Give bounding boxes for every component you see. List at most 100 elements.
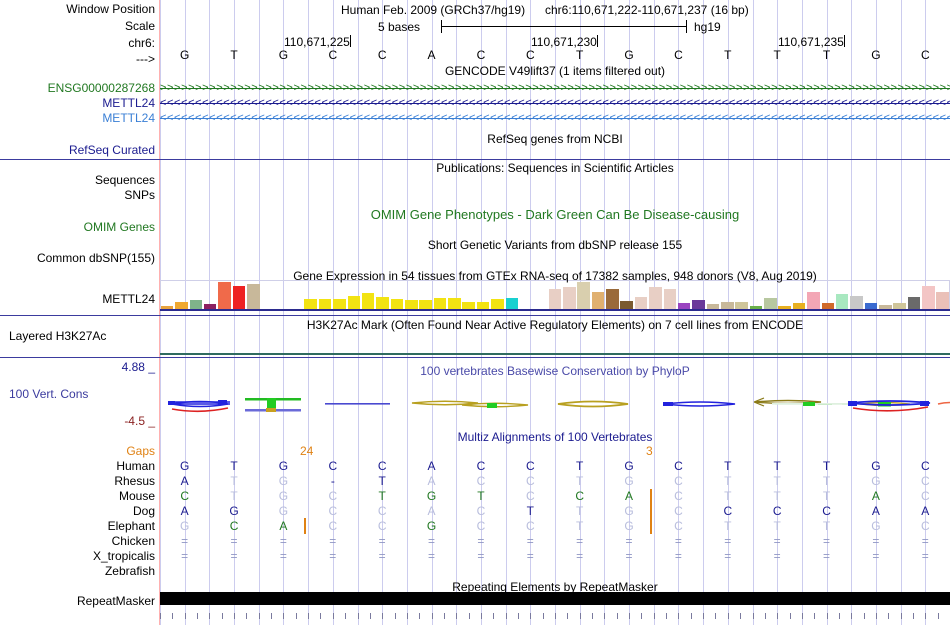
gtex-tissue-bar[interactable] <box>692 299 705 309</box>
publications-snps-label[interactable]: SNPs <box>124 188 155 202</box>
conservation-label[interactable]: 100 Vert. Cons <box>9 387 89 401</box>
gtex-tissue-bar[interactable] <box>649 287 662 309</box>
gtex-tissue-bar[interactable] <box>232 286 246 309</box>
gencode-transcript-row-2[interactable]: <<<<<<<<<<<<<<<<<<<<<<<<<<<<<<<<<<<<<<<<… <box>160 113 950 124</box>
gtex-tissue-bar[interactable] <box>347 295 361 309</box>
common-dbsnp-label[interactable]: Common dbSNP(155) <box>36 251 155 265</box>
multiz-base: = <box>625 534 633 548</box>
species-label-mouse[interactable]: Mouse <box>118 489 155 503</box>
bottom-tick <box>912 613 914 619</box>
gtex-tissue-bar[interactable] <box>922 286 935 309</box>
multiz-base: A <box>279 519 288 533</box>
gtex-tissue-bar[interactable] <box>764 297 777 309</box>
gtex-tissue-bar[interactable] <box>706 303 720 309</box>
refseq-curated-label[interactable]: RefSeq Curated <box>68 143 155 157</box>
species-label-zebrafish[interactable]: Zebrafish <box>104 564 155 578</box>
gencode-transcript-row-1[interactable]: <<<<<<<<<<<<<<<<<<<<<<<<<<<<<<<<<<<<<<<<… <box>160 98 950 109</box>
species-label-chicken[interactable]: Chicken <box>111 534 155 548</box>
species-label-x-tropicalis[interactable]: X_tropicalis <box>92 549 155 563</box>
gtex-tissue-bar[interactable] <box>476 301 490 309</box>
multiz-base: C <box>723 504 733 518</box>
gtex-metll24-label[interactable]: METTL24 <box>102 292 155 306</box>
bottom-tick <box>740 613 742 619</box>
gtex-tissue-bar[interactable] <box>878 304 892 309</box>
omim-genes-label[interactable]: OMIM Genes <box>83 220 155 234</box>
gtex-tissue-bar[interactable] <box>160 305 174 309</box>
multiz-row-chicken[interactable]: = = = = = = = = = = = = = = = = <box>160 534 950 549</box>
gaps-label[interactable]: Gaps <box>126 444 155 458</box>
gtex-tissue-bar[interactable] <box>203 303 217 309</box>
gtex-tissue-bar[interactable] <box>433 297 447 309</box>
gtex-tissue-bar[interactable] <box>390 298 404 309</box>
bottom-tick <box>295 613 297 619</box>
gtex-tissue-bar[interactable] <box>505 297 519 309</box>
bottom-tick <box>925 613 927 619</box>
gtex-tissue-bar[interactable] <box>246 284 260 309</box>
gencode-row-1-label[interactable]: METTL24 <box>102 96 155 110</box>
h3k27ac-baseline <box>160 353 950 355</box>
repeatmasker-bar[interactable] <box>160 592 950 605</box>
species-label-dog[interactable]: Dog <box>132 504 155 518</box>
gencode-row-2-label[interactable]: METTL24 <box>102 111 155 125</box>
bottom-tick <box>838 613 840 619</box>
multiz-row-zebrafish[interactable] <box>160 564 950 579</box>
gtex-tissue-bar[interactable] <box>677 302 691 309</box>
species-label-rhesus[interactable]: Rhesus <box>114 474 155 488</box>
gtex-tissue-bar[interactable] <box>620 300 633 309</box>
layered-h3k27ac-label[interactable]: Layered H3K27Ac <box>9 329 107 343</box>
gtex-tissue-bar[interactable] <box>448 297 461 309</box>
gtex-tissue-bar[interactable] <box>304 298 317 309</box>
multiz-row-x_tropicalis[interactable]: = = = = = = = = = = = = = = = = <box>160 549 950 564</box>
sequence-base: G <box>278 48 289 62</box>
gtex-tissue-bar[interactable] <box>404 299 418 309</box>
gtex-tissue-bar[interactable] <box>936 292 949 309</box>
phylop-conservation-wiggle[interactable] <box>160 378 950 426</box>
gtex-tissue-bar[interactable] <box>318 298 332 309</box>
repeatmasker-label[interactable]: RepeatMasker <box>76 594 155 608</box>
species-label-elephant[interactable]: Elephant <box>107 519 155 533</box>
gtex-tissue-bar[interactable] <box>864 302 878 309</box>
gtex-tissue-bar[interactable] <box>361 293 375 309</box>
gtex-tissue-bar[interactable] <box>720 301 734 309</box>
gtex-expression-barchart[interactable] <box>160 281 950 311</box>
gtex-tissue-bar[interactable] <box>462 301 475 309</box>
gtex-tissue-bar[interactable] <box>419 299 432 309</box>
gtex-tissue-bar[interactable] <box>562 287 576 309</box>
gtex-tissue-bar[interactable] <box>376 296 389 309</box>
gtex-tissue-bar[interactable] <box>735 301 748 309</box>
gtex-tissue-bar[interactable] <box>591 292 605 309</box>
gtex-tissue-bar[interactable] <box>792 302 806 309</box>
multiz-base: = <box>378 549 386 563</box>
multiz-base: T <box>773 474 781 488</box>
gtex-tissue-bar[interactable] <box>577 282 590 309</box>
gencode-row-0-label[interactable]: ENSG00000287268 <box>47 81 155 95</box>
publications-sequences-label[interactable]: Sequences <box>94 173 155 187</box>
gtex-tissue-bar[interactable] <box>175 301 188 309</box>
gtex-tissue-bar[interactable] <box>333 298 346 309</box>
gtex-tissue-bar[interactable] <box>807 292 820 309</box>
gtex-tissue-bar[interactable] <box>189 299 203 309</box>
multiz-base: C <box>772 504 782 518</box>
gtex-tissue-bar[interactable] <box>218 282 231 309</box>
species-label-human[interactable]: Human <box>116 459 155 473</box>
gtex-tissue-bar[interactable] <box>663 289 677 309</box>
multiz-base: G <box>278 489 289 503</box>
gtex-tissue-bar[interactable] <box>850 295 863 309</box>
gtex-tissue-bar[interactable] <box>548 289 562 309</box>
gtex-tissue-bar[interactable] <box>835 294 849 309</box>
gtex-tissue-bar[interactable] <box>491 298 504 309</box>
gtex-tissue-bar[interactable] <box>907 296 921 309</box>
gtex-tissue-bar[interactable] <box>606 289 619 309</box>
multiz-base: A <box>427 459 436 473</box>
gtex-tissue-bar[interactable] <box>778 305 791 309</box>
gtex-tissue-bar[interactable] <box>749 305 763 309</box>
gtex-tissue-bar[interactable] <box>893 302 906 309</box>
gencode-transcript-row-0[interactable]: >>>>>>>>>>>>>>>>>>>>>>>>>>>>>>>>>>>>>>>>… <box>160 83 950 94</box>
gtex-tissue-bar[interactable] <box>634 296 648 309</box>
